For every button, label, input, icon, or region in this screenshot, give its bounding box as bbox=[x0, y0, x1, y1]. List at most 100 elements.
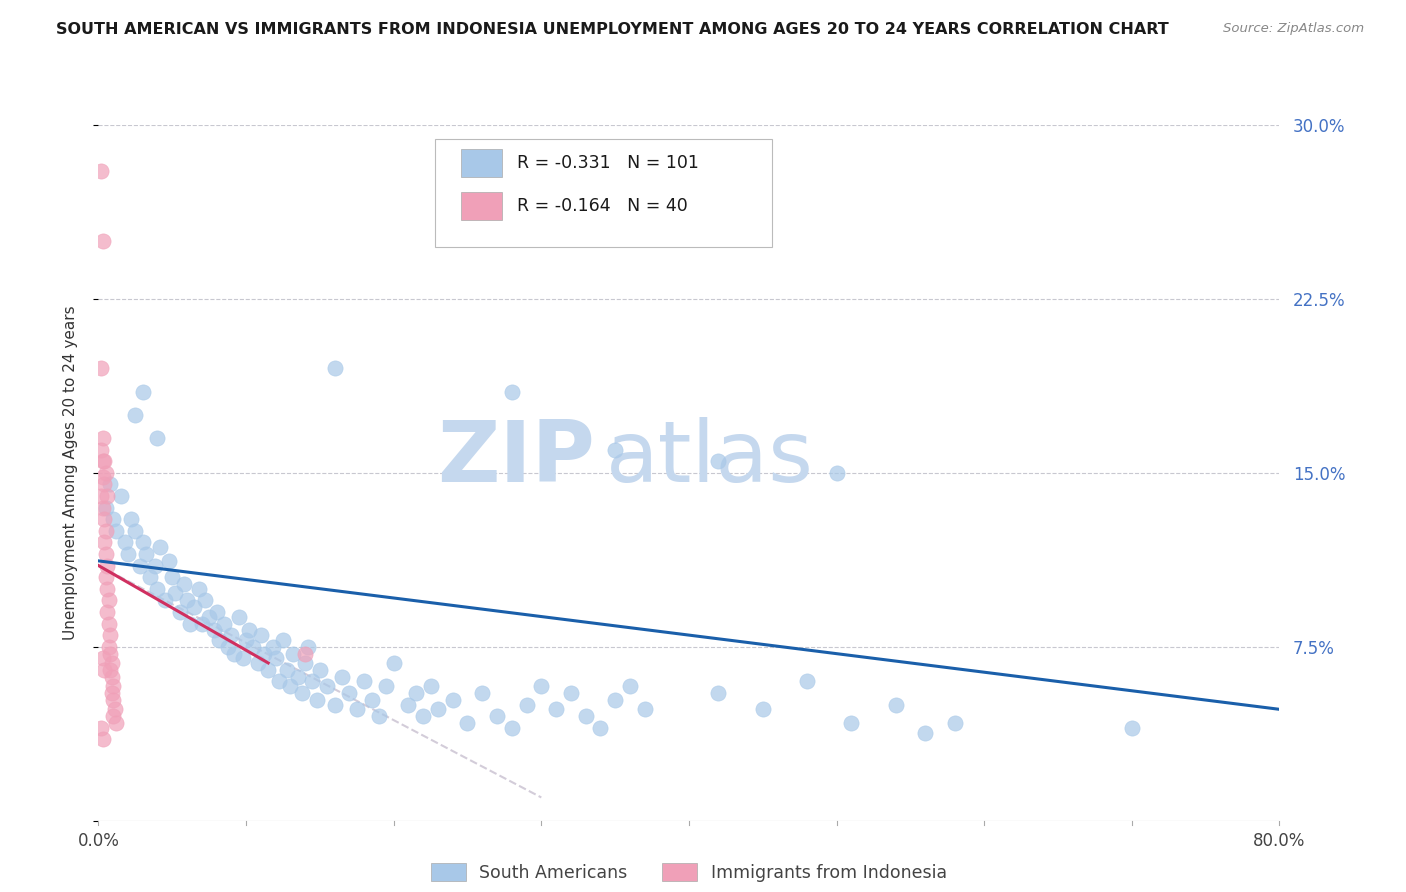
Point bbox=[91, 234, 114, 248]
Point bbox=[91, 732, 114, 747]
Point bbox=[382, 656, 405, 670]
Text: SOUTH AMERICAN VS IMMIGRANTS FROM INDONESIA UNEMPLOYMENT AMONG AGES 20 TO 24 YEA: SOUTH AMERICAN VS IMMIGRANTS FROM INDONE… bbox=[56, 22, 1168, 37]
Point bbox=[914, 725, 936, 739]
Point bbox=[294, 656, 316, 670]
Point bbox=[157, 554, 180, 568]
Point bbox=[94, 524, 117, 538]
Point bbox=[943, 716, 966, 731]
Point bbox=[619, 679, 641, 693]
Point bbox=[291, 686, 314, 700]
Point bbox=[339, 686, 360, 700]
Point bbox=[605, 442, 627, 457]
Point bbox=[94, 547, 117, 561]
Legend: South Americans, Immigrants from Indonesia: South Americans, Immigrants from Indones… bbox=[423, 855, 955, 888]
Text: Source: ZipAtlas.com: Source: ZipAtlas.com bbox=[1223, 22, 1364, 36]
Point bbox=[202, 624, 225, 638]
Text: R = -0.331   N = 101: R = -0.331 N = 101 bbox=[516, 154, 699, 172]
Point bbox=[96, 605, 118, 619]
Point bbox=[93, 477, 115, 491]
Point bbox=[405, 686, 427, 700]
Point bbox=[297, 640, 319, 654]
Point bbox=[132, 384, 155, 399]
Point bbox=[165, 586, 187, 600]
Point bbox=[173, 577, 195, 591]
Point bbox=[825, 466, 848, 480]
Point bbox=[353, 674, 375, 689]
Point bbox=[419, 679, 441, 693]
Point bbox=[330, 670, 353, 684]
Point bbox=[375, 679, 398, 693]
Point bbox=[278, 679, 302, 693]
Point bbox=[91, 500, 114, 515]
Point bbox=[242, 640, 264, 654]
Point bbox=[93, 663, 115, 677]
Point bbox=[246, 656, 269, 670]
Bar bbox=[461, 193, 502, 220]
Point bbox=[183, 600, 205, 615]
Point bbox=[224, 647, 246, 661]
Point bbox=[368, 709, 391, 723]
Point bbox=[283, 647, 305, 661]
Point bbox=[97, 593, 120, 607]
Point bbox=[146, 582, 169, 596]
Point bbox=[191, 616, 214, 631]
Point bbox=[360, 693, 382, 707]
Point bbox=[98, 628, 121, 642]
Point bbox=[100, 656, 122, 670]
Point bbox=[633, 702, 655, 716]
Point bbox=[149, 540, 172, 554]
Point bbox=[96, 489, 118, 503]
Point bbox=[1121, 721, 1143, 735]
Point bbox=[94, 570, 117, 584]
Point bbox=[96, 582, 118, 596]
Point bbox=[212, 616, 235, 631]
Point bbox=[146, 431, 169, 445]
Point bbox=[97, 616, 120, 631]
Point bbox=[257, 663, 280, 677]
Point bbox=[105, 524, 128, 538]
Point bbox=[98, 477, 121, 491]
Text: ZIP: ZIP bbox=[437, 417, 595, 500]
Point bbox=[93, 454, 115, 468]
Point bbox=[235, 632, 257, 647]
Point bbox=[751, 702, 773, 716]
Point bbox=[90, 361, 112, 376]
Point bbox=[187, 582, 209, 596]
Point bbox=[153, 593, 176, 607]
Point bbox=[232, 651, 254, 665]
Point bbox=[264, 651, 287, 665]
Point bbox=[412, 709, 434, 723]
Point bbox=[219, 628, 242, 642]
Point bbox=[323, 698, 346, 712]
Point bbox=[100, 686, 122, 700]
Point bbox=[91, 431, 114, 445]
Point bbox=[250, 628, 273, 642]
Point bbox=[143, 558, 166, 573]
Point bbox=[589, 721, 612, 735]
Point bbox=[139, 570, 162, 584]
Point bbox=[103, 709, 125, 723]
Point bbox=[301, 674, 323, 689]
Point bbox=[276, 663, 298, 677]
Point bbox=[91, 470, 114, 484]
Point bbox=[169, 605, 191, 619]
Point bbox=[93, 512, 115, 526]
Point bbox=[501, 721, 523, 735]
Point bbox=[323, 361, 346, 376]
Bar bbox=[461, 149, 502, 177]
Point bbox=[217, 640, 239, 654]
Point bbox=[228, 609, 250, 624]
Point bbox=[796, 674, 818, 689]
Point bbox=[253, 647, 276, 661]
Point bbox=[605, 693, 627, 707]
Point bbox=[560, 686, 582, 700]
Point bbox=[427, 702, 450, 716]
Point bbox=[120, 512, 142, 526]
Point bbox=[114, 535, 136, 549]
Point bbox=[90, 164, 112, 178]
Point bbox=[100, 670, 122, 684]
Point bbox=[208, 632, 231, 647]
Point bbox=[94, 466, 117, 480]
Point bbox=[271, 632, 294, 647]
Point bbox=[179, 616, 201, 631]
